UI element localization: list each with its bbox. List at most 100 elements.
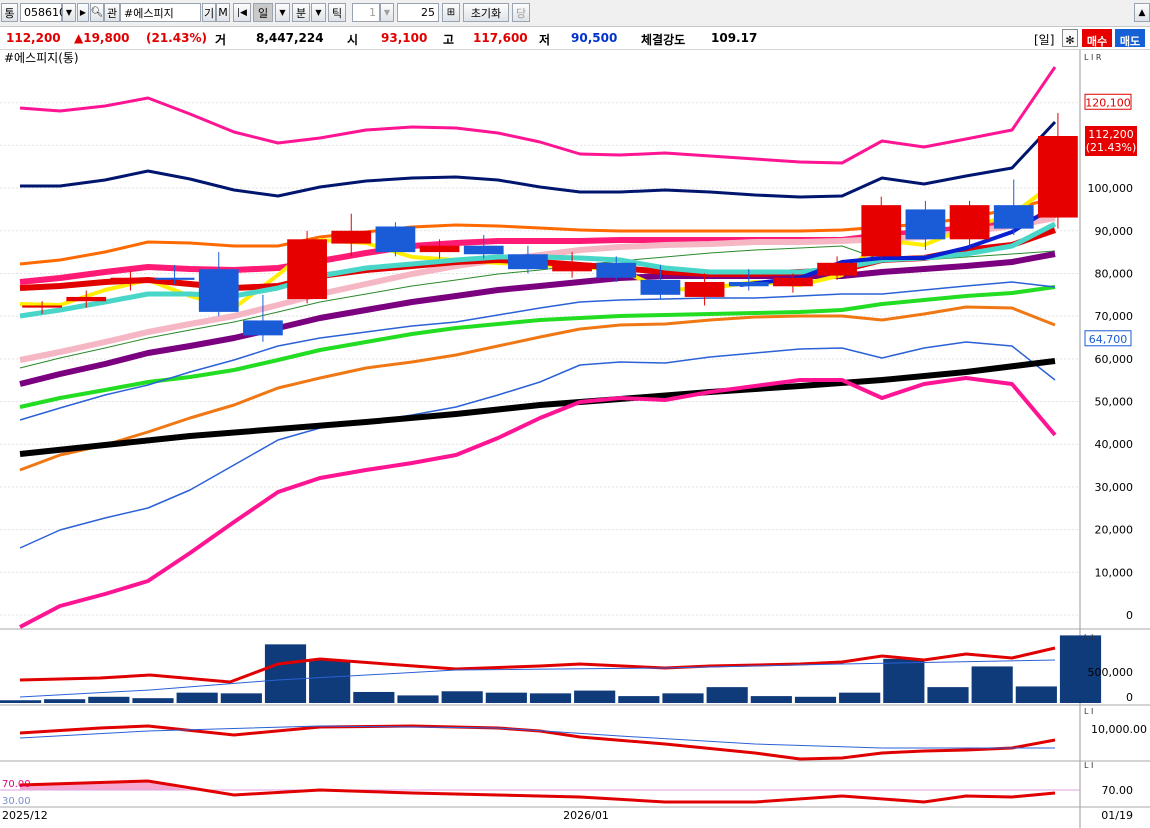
open-label: 시 bbox=[347, 33, 359, 47]
period-day-label: 일 bbox=[257, 6, 269, 20]
reset-button[interactable]: 초기화 bbox=[463, 3, 509, 22]
chevron-down-icon: ▼ bbox=[383, 8, 391, 17]
date-label: 01/19 bbox=[1101, 809, 1133, 822]
price-change: ▲19,800 bbox=[74, 31, 130, 45]
low-marker-text: 64,700 bbox=[1089, 333, 1128, 346]
interval-dropdown[interactable]: ▼ bbox=[380, 3, 394, 22]
current-pct-text: (21.43%) bbox=[1086, 141, 1137, 154]
indicator-line bbox=[19, 285, 1056, 409]
volume-bars bbox=[0, 635, 1102, 804]
panel4-axis-label: 70.00 bbox=[1102, 784, 1134, 797]
sell-button[interactable]: 매도 bbox=[1115, 29, 1145, 48]
candles bbox=[22, 112, 1078, 342]
volume-bar bbox=[264, 644, 307, 703]
collapse-button[interactable]: ▲ bbox=[1134, 3, 1150, 22]
current-price-box bbox=[1085, 125, 1137, 156]
price-axis-label: 60,000 bbox=[1095, 353, 1134, 366]
volume-bar bbox=[618, 696, 660, 703]
date-label: 2025/12 bbox=[2, 809, 48, 822]
candle-body bbox=[508, 254, 548, 270]
low-label: 저 bbox=[539, 33, 551, 47]
ki-button[interactable]: 기 bbox=[202, 3, 216, 22]
volume-axis-label: 500,000 bbox=[1088, 666, 1134, 679]
stock-code-input[interactable]: 058610 bbox=[20, 3, 66, 22]
bar-count-input[interactable]: 25 bbox=[397, 3, 439, 22]
gwan-button[interactable]: 관 bbox=[104, 3, 120, 22]
volume-bar bbox=[529, 693, 572, 703]
candle-body bbox=[552, 262, 592, 272]
toolbar: 통 058610 ▼ ▶ 🔍︎ 관 #에스피지 기 M |◀ 일 ▼ 분 ▼ 틱… bbox=[0, 0, 1150, 27]
price-axis-label: 100,000 bbox=[1088, 182, 1134, 195]
triangle-up-icon: ▲ bbox=[1138, 7, 1146, 18]
search-icon: 🔍︎ bbox=[90, 7, 104, 18]
stock-name-field[interactable]: #에스피지 bbox=[120, 3, 201, 22]
candle-body bbox=[66, 296, 107, 302]
volume-bar bbox=[441, 691, 483, 703]
panel4-fill bbox=[20, 782, 190, 790]
interval-input[interactable]: 1 bbox=[352, 3, 380, 22]
current-price-text: 112,200 bbox=[1088, 128, 1134, 141]
code-next-button[interactable]: ▶ bbox=[77, 3, 89, 22]
save-button[interactable]: 당 bbox=[512, 3, 530, 22]
candle-body bbox=[375, 226, 416, 253]
m-label: M bbox=[218, 6, 228, 19]
price-axis-label: 10,000 bbox=[1095, 566, 1134, 579]
period-minute-button[interactable]: 분 bbox=[292, 3, 310, 22]
strength-value: 109.17 bbox=[711, 31, 758, 45]
volume-bar bbox=[750, 696, 792, 703]
skip-back-icon: |◀ bbox=[237, 7, 247, 18]
volume-bar bbox=[1059, 635, 1102, 703]
chevron-down-icon: ▼ bbox=[315, 8, 322, 17]
period-day-dropdown[interactable]: ▼ bbox=[275, 3, 290, 22]
period-day-button[interactable]: 일 bbox=[253, 3, 273, 22]
volume-bar bbox=[397, 695, 439, 703]
buy-button[interactable]: 매수 bbox=[1082, 29, 1112, 48]
m-button[interactable]: M bbox=[216, 3, 230, 22]
volume-value: 8,447,224 bbox=[256, 31, 324, 45]
price-axis-label: 50,000 bbox=[1095, 396, 1134, 409]
chart-area[interactable]: 100,000 90,000 80,000 70,000 60,000 50,000 40,… bbox=[0, 50, 1150, 828]
code-dropdown-button[interactable]: ▼ bbox=[62, 3, 76, 22]
volume-bar bbox=[309, 660, 351, 703]
candle-body bbox=[198, 269, 239, 312]
panel3-signal-line bbox=[19, 725, 1055, 749]
chart-title: #에스피지(통) bbox=[4, 51, 79, 65]
price-change-pct: (21.43%) bbox=[146, 31, 207, 45]
price-axis-label: 40,000 bbox=[1095, 438, 1134, 451]
price-axis-label: 70,000 bbox=[1095, 310, 1134, 323]
panel4-left-label: 30.00 bbox=[2, 796, 31, 807]
bar-count-value: 25 bbox=[421, 6, 435, 19]
first-page-button[interactable]: |◀ bbox=[233, 3, 251, 22]
price-axis-label: 20,000 bbox=[1095, 524, 1134, 537]
price-axis-label: 0 bbox=[1126, 609, 1133, 622]
chart-type-button[interactable]: 통 bbox=[1, 3, 18, 22]
stock-code-value: 058610 bbox=[24, 6, 66, 19]
open-value: 93,100 bbox=[381, 31, 428, 45]
volume-bar bbox=[176, 692, 218, 703]
date-label: 2026/01 bbox=[563, 809, 609, 822]
high-marker-text: 120,100 bbox=[1085, 96, 1131, 109]
candle-body bbox=[773, 277, 813, 287]
indicator-line bbox=[739, 204, 1057, 287]
volume-bar bbox=[220, 693, 262, 703]
volume-bar bbox=[971, 666, 1013, 703]
panel3-line bbox=[19, 724, 1056, 761]
price-axis-label: 80,000 bbox=[1095, 267, 1134, 280]
indicator-line bbox=[19, 358, 1056, 457]
volume-ma-line bbox=[19, 659, 1056, 698]
indicator-line bbox=[19, 376, 1057, 629]
apply-button[interactable]: ⊞ bbox=[442, 3, 460, 22]
candle-body bbox=[640, 279, 681, 295]
candle-body bbox=[22, 305, 62, 308]
candle-body bbox=[110, 277, 151, 282]
volume-bar bbox=[839, 692, 881, 703]
candle-body bbox=[287, 239, 327, 300]
candle-body bbox=[154, 277, 195, 280]
period-tick-button[interactable]: 틱 bbox=[328, 3, 346, 22]
search-button[interactable]: 🔍︎ bbox=[90, 3, 104, 22]
save-label: 당 bbox=[515, 6, 527, 20]
settings-button[interactable]: ✻ bbox=[1062, 29, 1078, 47]
period-minute-dropdown[interactable]: ▼ bbox=[311, 3, 326, 22]
quote-bar: 112,200 ▲19,800 (21.43%) 거 8,447,224 시 9… bbox=[0, 27, 1150, 50]
gwan-label: 관 bbox=[106, 6, 118, 20]
